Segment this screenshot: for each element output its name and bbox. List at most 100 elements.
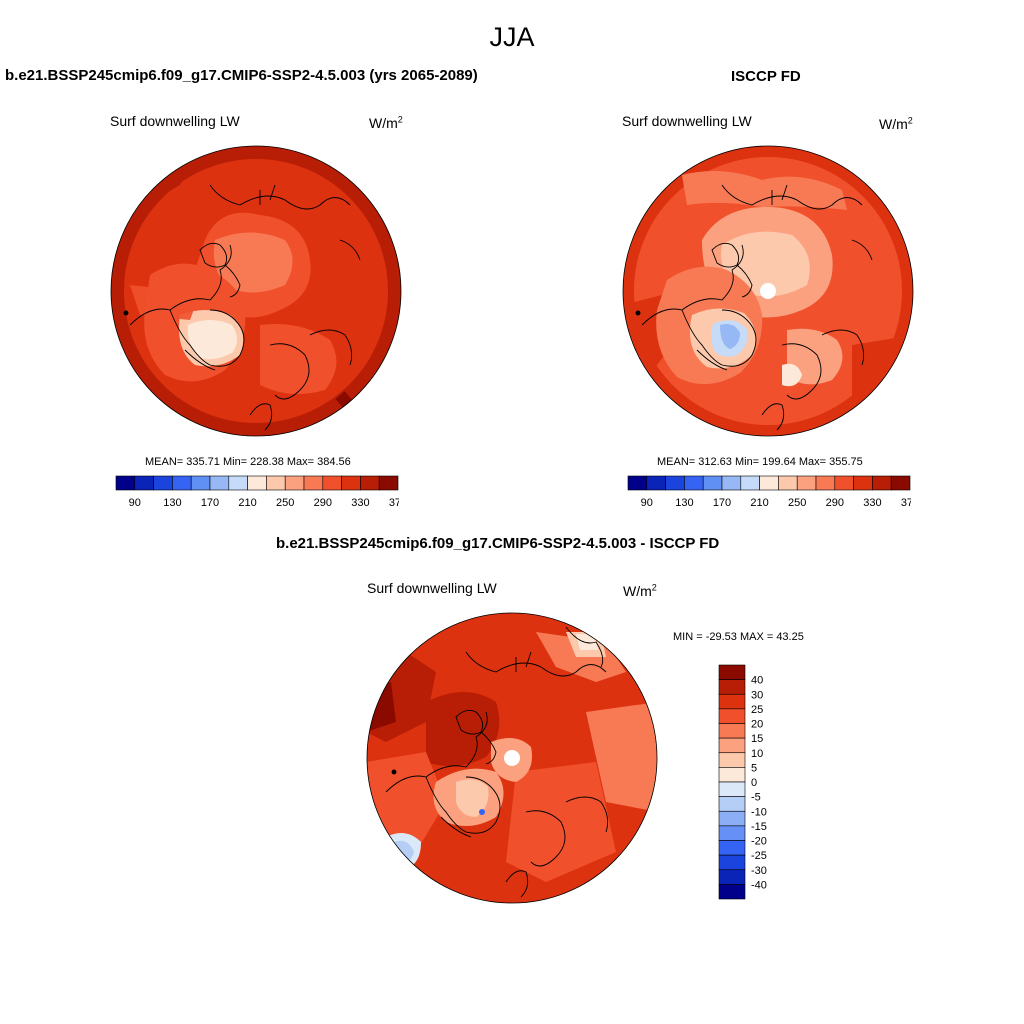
diff-colorbar-label: -10 <box>751 806 767 818</box>
obs-region-north-band <box>682 171 847 210</box>
model-colorbar-label: 290 <box>314 497 332 509</box>
model-colorbar-label: 210 <box>238 497 256 509</box>
obs-colorbar-label: 170 <box>713 497 731 509</box>
model-colorbar-label: 90 <box>129 497 141 509</box>
diff-colorbar-label: -20 <box>751 836 767 848</box>
model-colorbar-box <box>266 475 286 491</box>
obs-region-scandinavia <box>787 328 843 385</box>
diff-colorbar-box <box>718 781 746 797</box>
obs-colorbar-box <box>721 475 742 491</box>
diff-colorbar-box <box>718 810 746 827</box>
diff-variable-label: Surf downwelling LW <box>367 580 497 596</box>
diff-colorbar-label: -40 <box>751 879 767 891</box>
obs-colorbar-box <box>646 475 666 491</box>
obs-colorbar-box <box>740 475 760 491</box>
diff-colorbar-box <box>718 825 746 841</box>
model-polar-map <box>110 145 402 437</box>
model-region-scandinavia <box>260 324 337 394</box>
model-region-canada <box>130 285 200 320</box>
obs-colorbar-box <box>872 475 892 491</box>
obs-colorbar-box <box>778 475 798 491</box>
diff-colorbar-box <box>718 854 746 871</box>
model-colorbar-box <box>341 475 361 491</box>
model-colorbar-box <box>209 475 230 491</box>
diff-colorbar-label: 30 <box>751 689 763 701</box>
obs-colorbar-labels: 90 130 170 210 250 290 330 370 <box>641 497 911 509</box>
model-colorbar-box <box>247 475 267 491</box>
model-coastlines <box>123 184 361 431</box>
model-region-arctic-inner <box>213 232 293 293</box>
diff-colorbar-label: -25 <box>751 850 767 862</box>
model-panel-title: b.e21.BSSP245cmip6.f09_g17.CMIP6-SSP2-4.… <box>5 67 478 84</box>
model-colorbar-box <box>284 475 305 491</box>
diff-region-greenland-light <box>456 779 489 817</box>
diff-colorbar-box <box>718 664 746 680</box>
model-units-label: W/m2 <box>369 114 403 131</box>
obs-colorbar-label: 370 <box>901 497 911 509</box>
model-colorbar-box <box>360 475 380 491</box>
diff-colorbar-box <box>718 737 746 754</box>
diff-region-ne-lightest <box>576 634 598 650</box>
diff-colorbar-box <box>718 869 746 885</box>
obs-colorbar-box <box>684 475 704 491</box>
obs-colorbar-box <box>627 475 648 491</box>
obs-map-border <box>622 145 914 437</box>
diff-region-east <box>586 702 657 812</box>
diff-panel-title: b.e21.BSSP245cmip6.f09_g17.CMIP6-SSP2-4.… <box>276 535 720 552</box>
model-region-dark-se <box>335 391 375 434</box>
obs-region-greenland-min <box>720 324 740 349</box>
obs-polar-map <box>622 145 914 437</box>
diff-colorbar-label: 20 <box>751 719 763 731</box>
diff-colorbar-label: 0 <box>751 777 757 789</box>
obs-colorbar-label: 90 <box>641 497 653 509</box>
obs-colorbar-box <box>815 475 836 491</box>
diff-colorbar-label: 25 <box>751 704 763 716</box>
diff-colorbar-box <box>718 840 746 856</box>
diff-colorbar-box <box>718 796 746 812</box>
diff-map-border <box>366 612 658 904</box>
diff-colorbar-label: 40 <box>751 675 763 687</box>
model-colorbar: 90 130 170 210 250 290 330 370 <box>115 475 399 509</box>
obs-region-se <box>852 335 913 436</box>
diff-pole-gap <box>504 750 520 766</box>
obs-variable-label: Surf downwelling LW <box>622 113 752 129</box>
diff-colorbar-box <box>718 693 746 710</box>
model-colorbar-label: 370 <box>389 497 399 509</box>
obs-region-scandinavia-light <box>782 363 802 387</box>
model-colorbar-box <box>322 475 342 491</box>
model-stats: MEAN= 335.71 Min= 228.38 Max= 384.56 <box>145 456 351 468</box>
model-colorbar-box <box>172 475 192 491</box>
diff-colorbar-label: -15 <box>751 821 767 833</box>
obs-colorbar-label: 290 <box>826 497 844 509</box>
diff-units-label: W/m2 <box>623 582 657 599</box>
obs-units-label: W/m2 <box>879 115 913 132</box>
obs-colorbar-boxes <box>627 475 911 491</box>
model-region-greenland-core <box>187 320 237 360</box>
model-colorbar-box <box>153 475 173 491</box>
obs-colorbar-label: 330 <box>863 497 881 509</box>
obs-stats: MEAN= 312.63 Min= 199.64 Max= 355.75 <box>657 456 863 468</box>
model-colorbar-labels: 90 130 170 210 250 290 330 370 <box>129 497 399 509</box>
model-variable-label: Surf downwelling LW <box>110 113 240 129</box>
diff-colorbar-box <box>718 708 746 724</box>
model-map-border <box>110 145 402 437</box>
model-colorbar-box <box>190 475 211 491</box>
obs-panel-title: ISCCP FD <box>731 68 801 85</box>
diff-colorbar-label: 10 <box>751 748 763 760</box>
diff-colorbar: 40 30 25 20 15 10 5 0 -5 -10 -15 -20 -25 -30 -40 <box>718 664 767 900</box>
obs-colorbar-label: 210 <box>750 497 768 509</box>
diff-colorbar-box <box>718 884 746 900</box>
diff-region-greenland-min <box>479 809 485 815</box>
main-title: JJA <box>489 22 535 52</box>
obs-colorbar-box <box>890 475 911 491</box>
diff-colorbar-box <box>718 752 746 768</box>
model-colorbar-box <box>134 475 154 491</box>
model-colorbar-box <box>228 475 248 491</box>
diff-colorbar-labels: 40 30 25 20 15 10 5 0 -5 -10 -15 -20 -25 -30 -40 <box>751 675 767 892</box>
diff-coastlines <box>385 626 609 898</box>
diff-colorbar-box <box>718 679 746 695</box>
diff-colorbar-box <box>718 767 746 783</box>
model-colorbar-boxes <box>115 475 399 491</box>
obs-colorbar-label: 130 <box>675 497 693 509</box>
diff-stats: MIN = -29.53 MAX = 43.25 <box>673 631 804 643</box>
